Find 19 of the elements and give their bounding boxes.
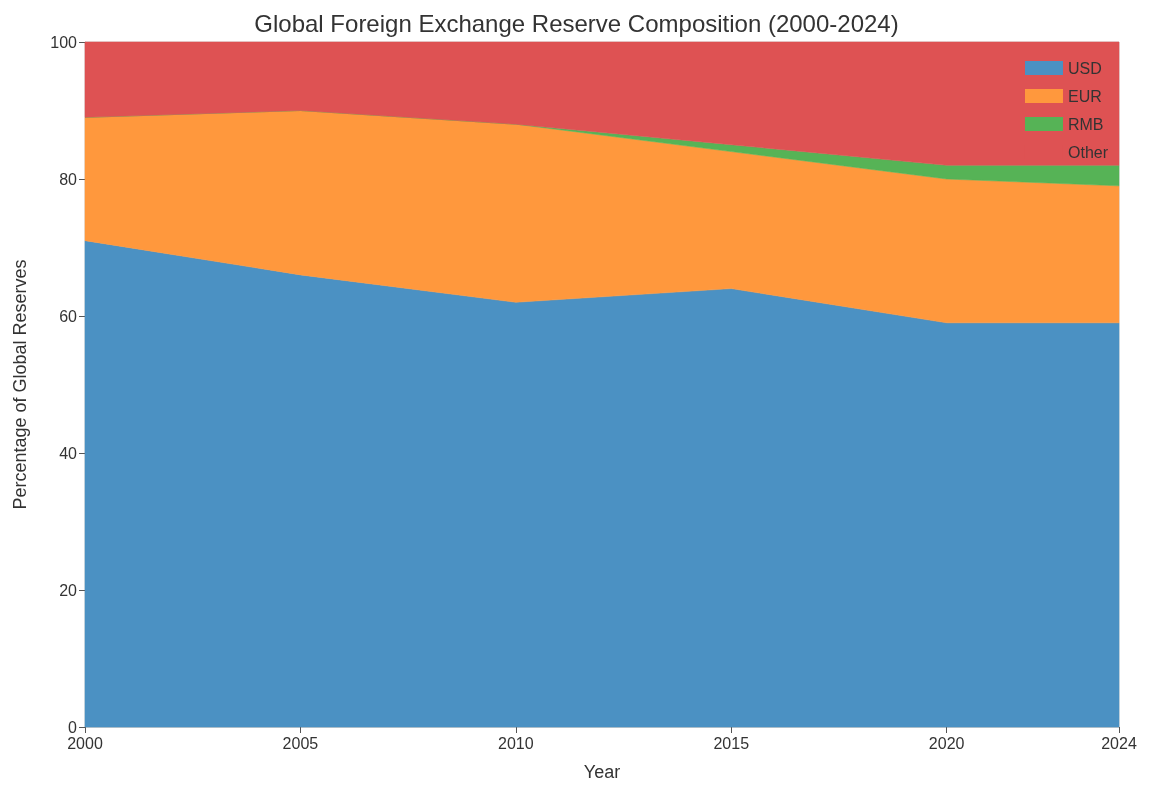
x-tick-label: 2024 (1101, 734, 1137, 752)
x-tick-label: 2020 (928, 734, 965, 752)
x-tick-label: 2010 (498, 734, 534, 752)
y-tick-label: 80 (59, 170, 78, 188)
legend-label: USD (1067, 59, 1102, 77)
x-axis-title: Year (583, 762, 621, 782)
series-label: Other (1067, 143, 1109, 161)
y-axis-title: Percentage of Global Reserves (10, 259, 30, 510)
y-tick-label: 0 (68, 718, 78, 736)
x-tick-label: 2000 (67, 734, 103, 752)
y-tick-label: 20 (59, 581, 78, 599)
x-tick-label: 2005 (282, 734, 319, 752)
legend-label: RMB (1067, 115, 1104, 133)
y-tick-label: 40 (59, 444, 78, 462)
y-tick-label: 60 (59, 307, 78, 325)
x-tick-label: 2015 (713, 734, 750, 752)
legend-label: EUR (1067, 87, 1102, 105)
y-tick-label: 100 (50, 33, 78, 51)
chart-title: Global Foreign Exchange Reserve Composition (2000-2024) (254, 9, 899, 37)
